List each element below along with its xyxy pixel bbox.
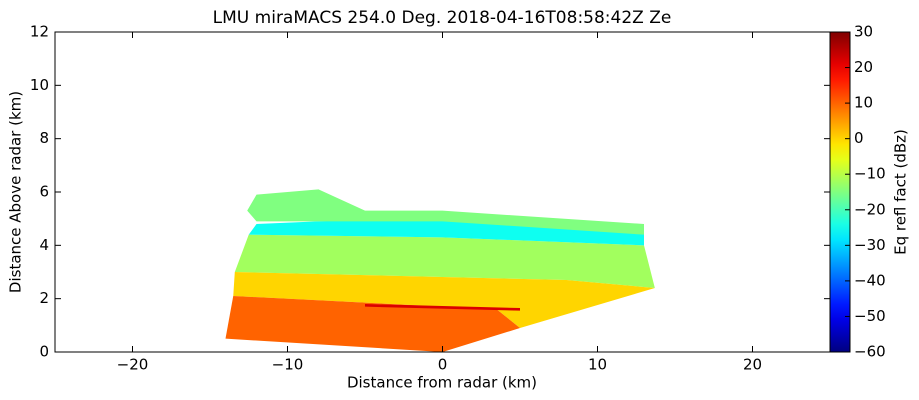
colorbar (829, 31, 851, 353)
x-axis-label: Distance from radar (km) (347, 374, 537, 392)
reflectivity-region (233, 272, 655, 328)
reflectivity-region (247, 189, 644, 235)
colorbar-tick-label: 30 (854, 23, 873, 41)
y-tick-label: 10 (30, 76, 49, 94)
y-tick-label: 0 (39, 343, 49, 361)
chart-title: LMU miraMACS 254.0 Deg. 2018-04-16T08:58… (213, 8, 672, 28)
x-tick-label: 10 (588, 356, 607, 374)
x-tick-label: 0 (438, 356, 448, 374)
y-tick-label: 8 (39, 129, 49, 147)
x-tick-label: −10 (272, 356, 304, 374)
colorbar-label: Eq refl fact (dBz) (892, 129, 910, 255)
y-axis-label: Distance Above radar (km) (7, 91, 25, 293)
reflectivity-region (365, 304, 520, 311)
colorbar-tick-label: −40 (854, 271, 886, 289)
reflectivity-region (234, 234, 655, 288)
colorbar-tick-label: −30 (854, 236, 886, 254)
reflectivity-region (225, 296, 520, 352)
colorbar-tick-label: 0 (854, 129, 864, 147)
y-tick-label: 12 (30, 23, 49, 41)
x-tick-label: 20 (743, 356, 762, 374)
colorbar-tick-label: −20 (854, 200, 886, 218)
y-tick-label: 2 (39, 289, 49, 307)
x-tick-label: −20 (117, 356, 149, 374)
y-tick-label: 6 (39, 183, 49, 201)
colorbar-tick-label: −10 (854, 165, 886, 183)
colorbar-tick-label: 20 (854, 58, 873, 76)
colorbar-tick-label: −60 (854, 343, 886, 361)
colorbar-tick-label: −50 (854, 307, 886, 325)
y-tick-label: 4 (39, 236, 49, 254)
colorbar-tick-label: 10 (854, 94, 873, 112)
